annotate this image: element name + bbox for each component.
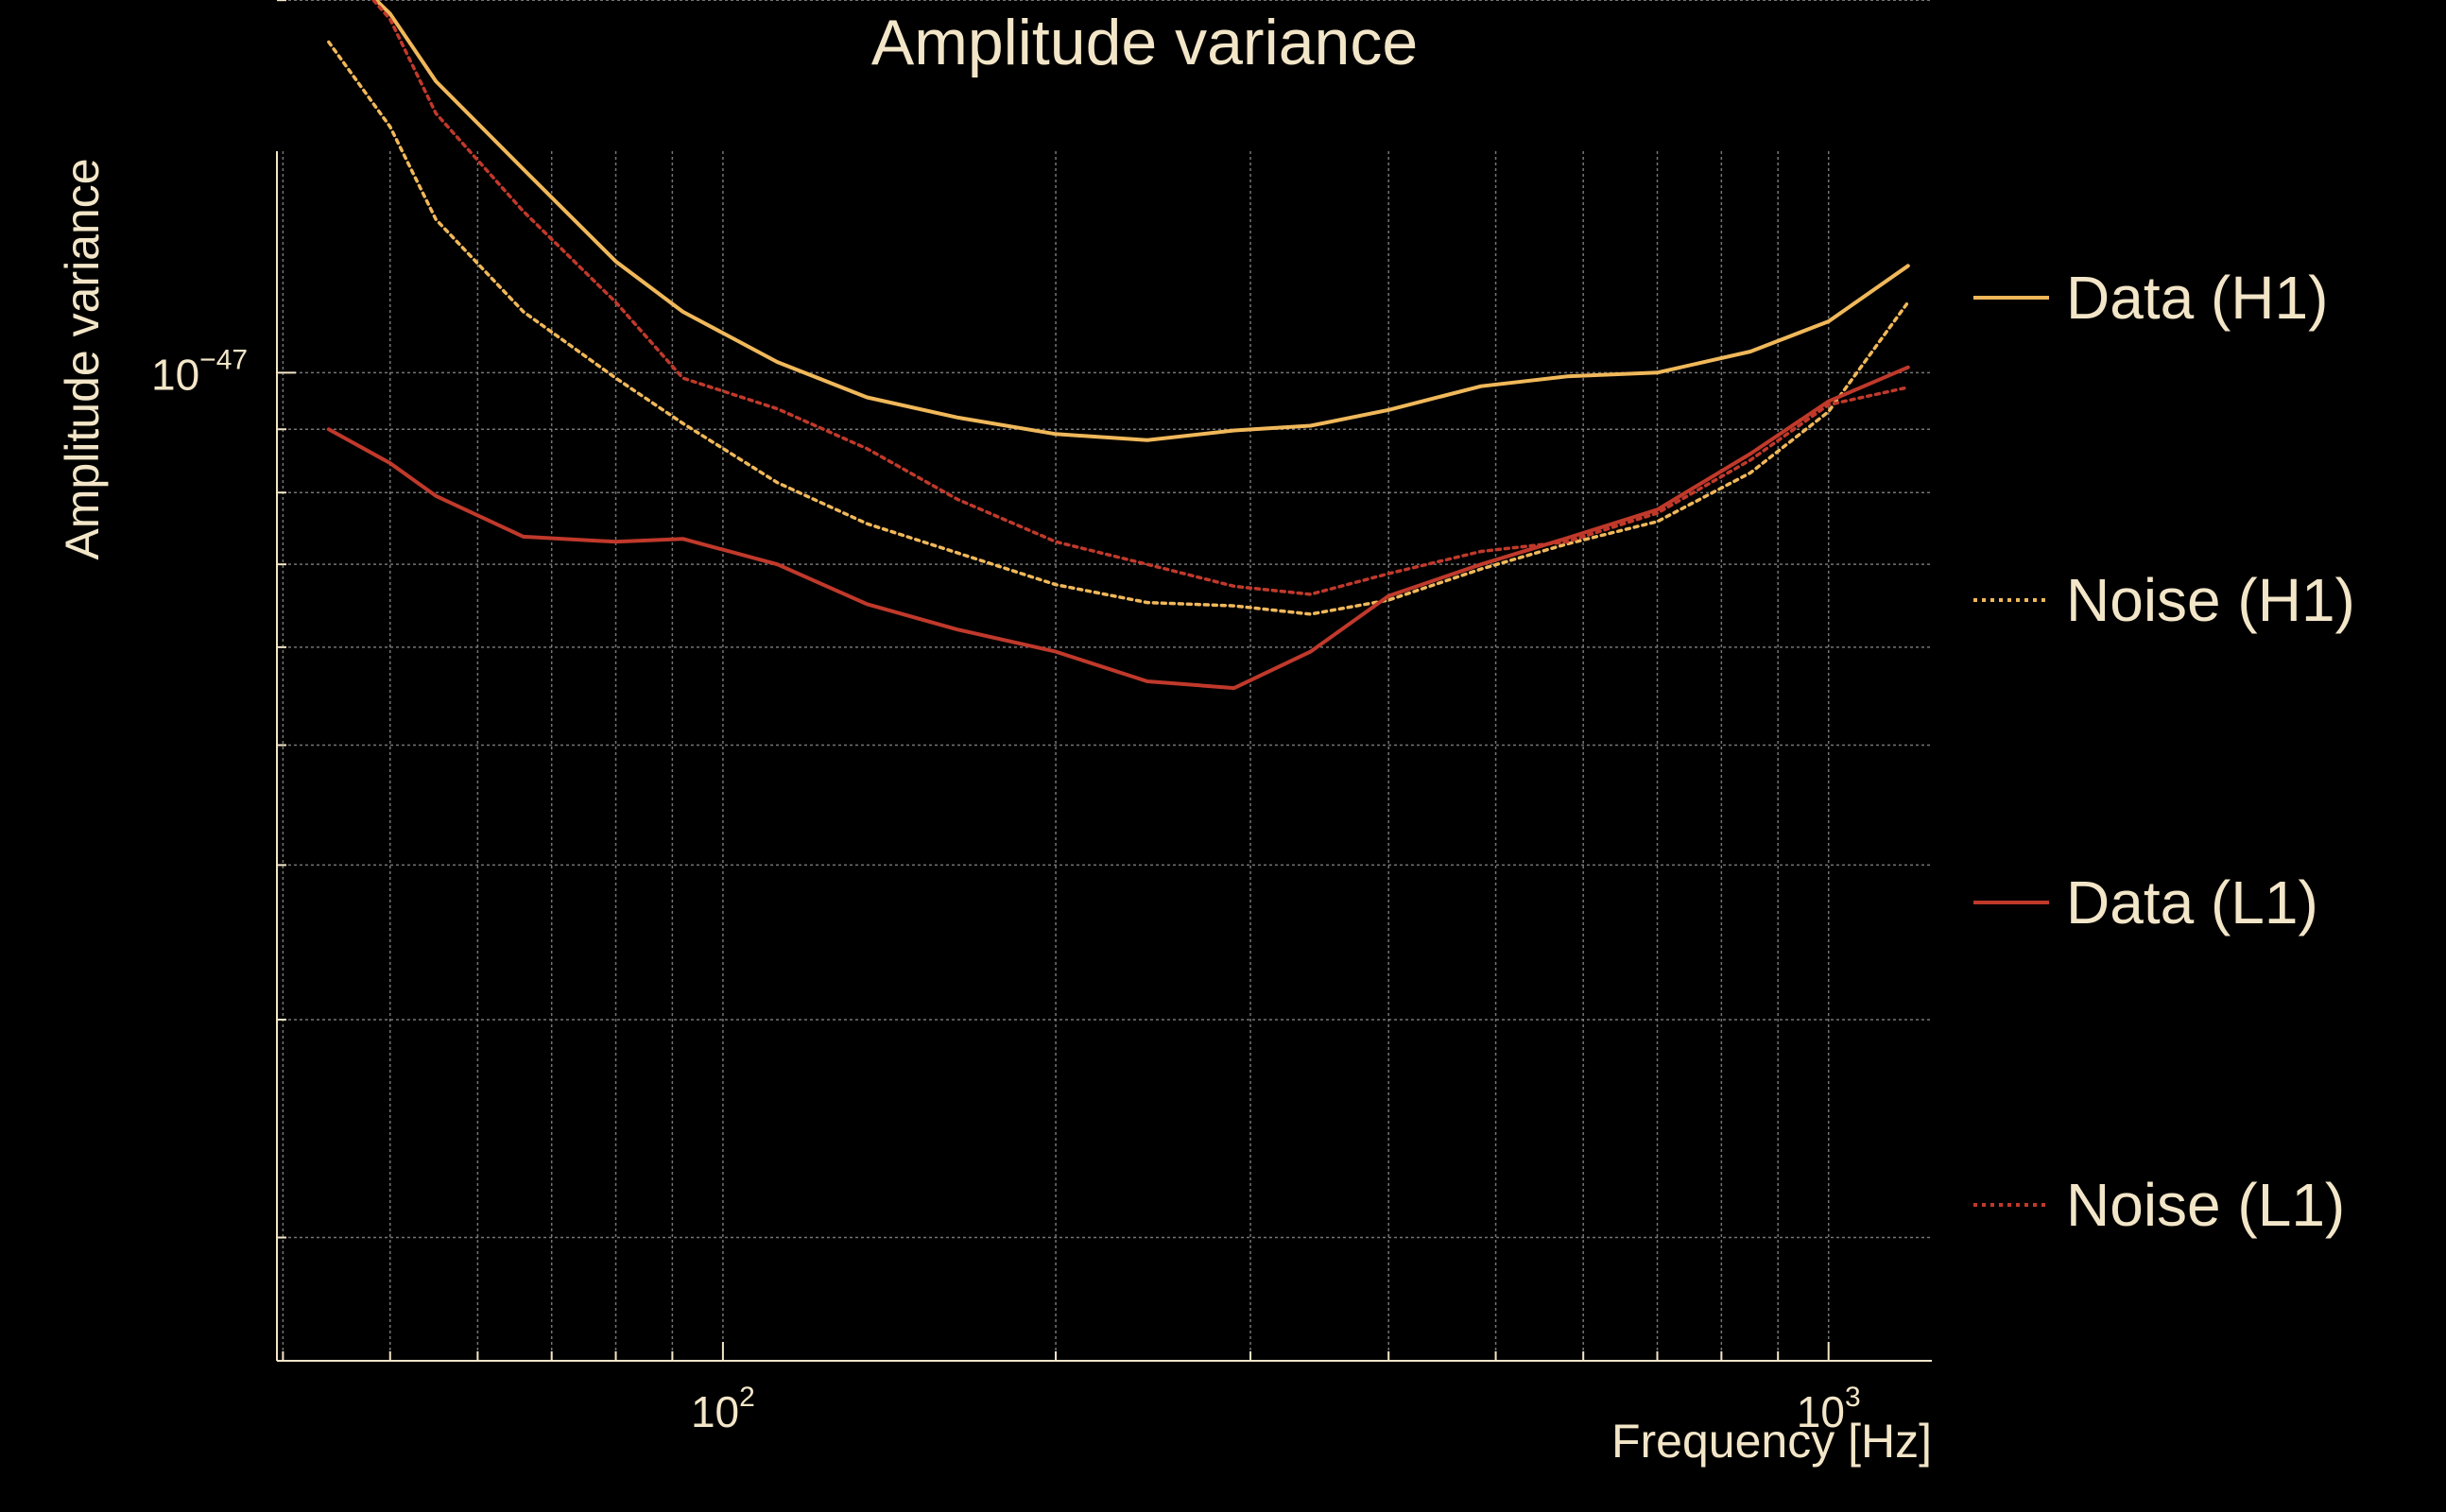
y-axis-label: Amplitude variance (56, 158, 109, 559)
series-line-data-h1 (372, 0, 1910, 442)
axes-layer (276, 0, 1932, 1362)
series-layer (326, 0, 1910, 691)
legend-item-noise-h1: Noise (H1) (1973, 566, 2355, 634)
series-line-noise-h1 (327, 40, 1910, 616)
legend-label: Data (L1) (2066, 868, 2318, 936)
legend-item-noise-l1: Noise (L1) (1973, 1171, 2345, 1239)
chart-title: Amplitude variance (871, 7, 1418, 78)
legend: Data (H1) Noise (H1) Data (L1) Noise (L1) (1973, 264, 2355, 1239)
x-tick-label: 103 (1797, 1382, 1861, 1436)
x-tick-label: 102 (691, 1382, 755, 1436)
legend-label: Noise (L1) (2066, 1171, 2345, 1239)
y-tick-label: 10−47 (151, 344, 248, 399)
tick-label-layer: 102 103 10−47 (151, 344, 1861, 1436)
legend-item-data-h1: Data (H1) (1973, 264, 2328, 332)
series-line-data-l1 (326, 365, 1910, 691)
legend-label: Data (H1) (2066, 264, 2328, 332)
series-line-noise-l1 (370, 0, 1910, 596)
x-axis-label: Frequency [Hz] (1611, 1415, 1932, 1468)
legend-item-data-l1: Data (L1) (1973, 868, 2318, 936)
legend-label: Noise (H1) (2066, 566, 2355, 634)
